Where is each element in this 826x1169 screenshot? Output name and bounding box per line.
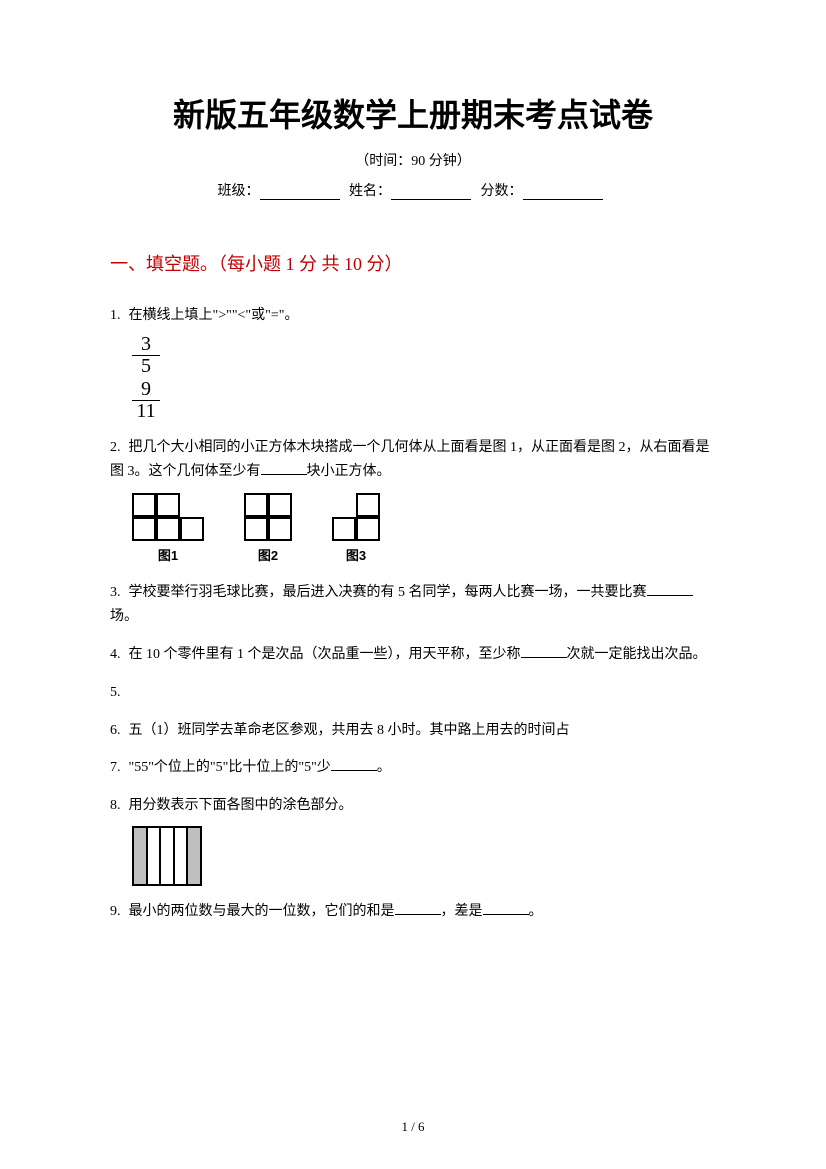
q1-num: 1. (110, 308, 121, 323)
q9-blank-1[interactable] (395, 903, 441, 915)
fraction-denominator: 11 (132, 401, 160, 422)
q7-num: 7. (110, 760, 121, 775)
figure-3-label: 图3 (346, 545, 366, 567)
q1-fractions: 3 5 9 11 (132, 334, 716, 422)
figure-3-svg (332, 493, 380, 541)
q4-num: 4. (110, 647, 121, 662)
bar-segment (188, 828, 200, 884)
bar-segment (148, 828, 162, 884)
q6-text: 五（1）班同学去革命老区参观，共用去 8 小时。其中路上用去的时间占 (129, 723, 570, 738)
q2-text-b: 块小正方体。 (307, 464, 391, 479)
score-blank[interactable] (523, 186, 603, 200)
q9-blank-2[interactable] (483, 903, 529, 915)
q8-bar-figure (132, 826, 202, 886)
q9-text-a: 最小的两位数与最大的一位数，它们的和是 (129, 904, 395, 919)
question-8: 8. 用分数表示下面各图中的涂色部分。 (110, 794, 716, 886)
q3-num: 3. (110, 585, 121, 600)
page-subtitle: （时间：90 分钟） (110, 150, 716, 170)
question-9: 9. 最小的两位数与最大的一位数，它们的和是 ，差是 。 (110, 900, 716, 924)
fraction-denominator: 5 (132, 356, 160, 377)
q6-num: 6. (110, 723, 121, 738)
question-6: 6. 五（1）班同学去革命老区参观，共用去 8 小时。其中路上用去的时间占 (110, 719, 716, 743)
page-number: 1 / 6 (0, 1119, 826, 1135)
q3-blank[interactable] (647, 584, 693, 596)
q8-text: 用分数表示下面各图中的涂色部分。 (129, 798, 353, 813)
figure-3: 图3 (332, 493, 380, 567)
bar-segment (161, 828, 175, 884)
question-2: 2.把几个大小相同的小正方体木块搭成一个几何体从上面看是图 1，从正面看是图 2… (110, 436, 716, 568)
q2-blank[interactable] (261, 463, 307, 475)
q2-figures: 图1 图2 图3 (132, 493, 716, 567)
student-fields: 班级： 姓名： 分数： (110, 180, 716, 200)
figure-2-label: 图2 (258, 545, 278, 567)
class-label: 班级： (218, 184, 260, 199)
q7-blank[interactable] (331, 759, 377, 771)
name-label: 姓名： (349, 184, 391, 199)
question-4: 4. 在 10 个零件里有 1 个是次品（次品重一些），用天平称，至少称 次就一定能… (110, 643, 716, 667)
q9-text-b: ，差是 (441, 904, 483, 919)
q3-text-a: 学校要举行羽毛球比赛，最后进入决赛的有 5 名同学，每两人比赛一场，一共要比赛 (129, 585, 647, 600)
question-5: 5. (110, 681, 716, 705)
score-label: 分数： (481, 184, 523, 199)
question-7: 7. "55"个位上的"5"比十位上的"5"少 。 (110, 756, 716, 780)
figure-2-svg (244, 493, 292, 541)
q3-text-b: 场。 (110, 609, 138, 624)
q9-text-c: 。 (529, 904, 543, 919)
question-1: 1. 在横线上填上">""<"或"="。 3 5 9 11 (110, 304, 716, 422)
q8-num: 8. (110, 798, 121, 813)
figure-1-svg (132, 493, 204, 541)
fraction-9-11: 9 11 (132, 379, 160, 422)
fraction-numerator: 3 (132, 334, 160, 356)
q1-text: 在横线上填上">""<"或"="。 (129, 308, 299, 323)
figure-1-label: 图1 (158, 545, 178, 567)
q2-text-a: 把几个大小相同的小正方体木块搭成一个几何体从上面看是图 1，从正面看是图 2，从… (110, 440, 710, 479)
q7-text-a: "55"个位上的"5"比十位上的"5"少 (129, 760, 331, 775)
q7-text-b: 。 (377, 760, 391, 775)
page-title: 新版五年级数学上册期末考点试卷 (110, 90, 716, 136)
name-blank[interactable] (391, 186, 471, 200)
q4-text-b: 次就一定能找出次品。 (567, 647, 707, 662)
class-blank[interactable] (260, 186, 340, 200)
bar-segment (175, 828, 189, 884)
bar-segment (134, 828, 148, 884)
question-3: 3. 学校要举行羽毛球比赛，最后进入决赛的有 5 名同学，每两人比赛一场，一共要比… (110, 581, 716, 629)
q5-num: 5. (110, 685, 121, 700)
q9-num: 9. (110, 904, 121, 919)
q4-blank[interactable] (521, 646, 567, 658)
q2-num: 2. (110, 440, 121, 455)
section-1-heading: 一、填空题。（每小题 1 分 共 10 分） (110, 250, 716, 276)
q4-text-a: 在 10 个零件里有 1 个是次品（次品重一些），用天平称，至少称 (129, 647, 521, 662)
fraction-3-5: 3 5 (132, 334, 160, 377)
fraction-numerator: 9 (132, 379, 160, 401)
figure-2: 图2 (244, 493, 292, 567)
figure-1: 图1 (132, 493, 204, 567)
